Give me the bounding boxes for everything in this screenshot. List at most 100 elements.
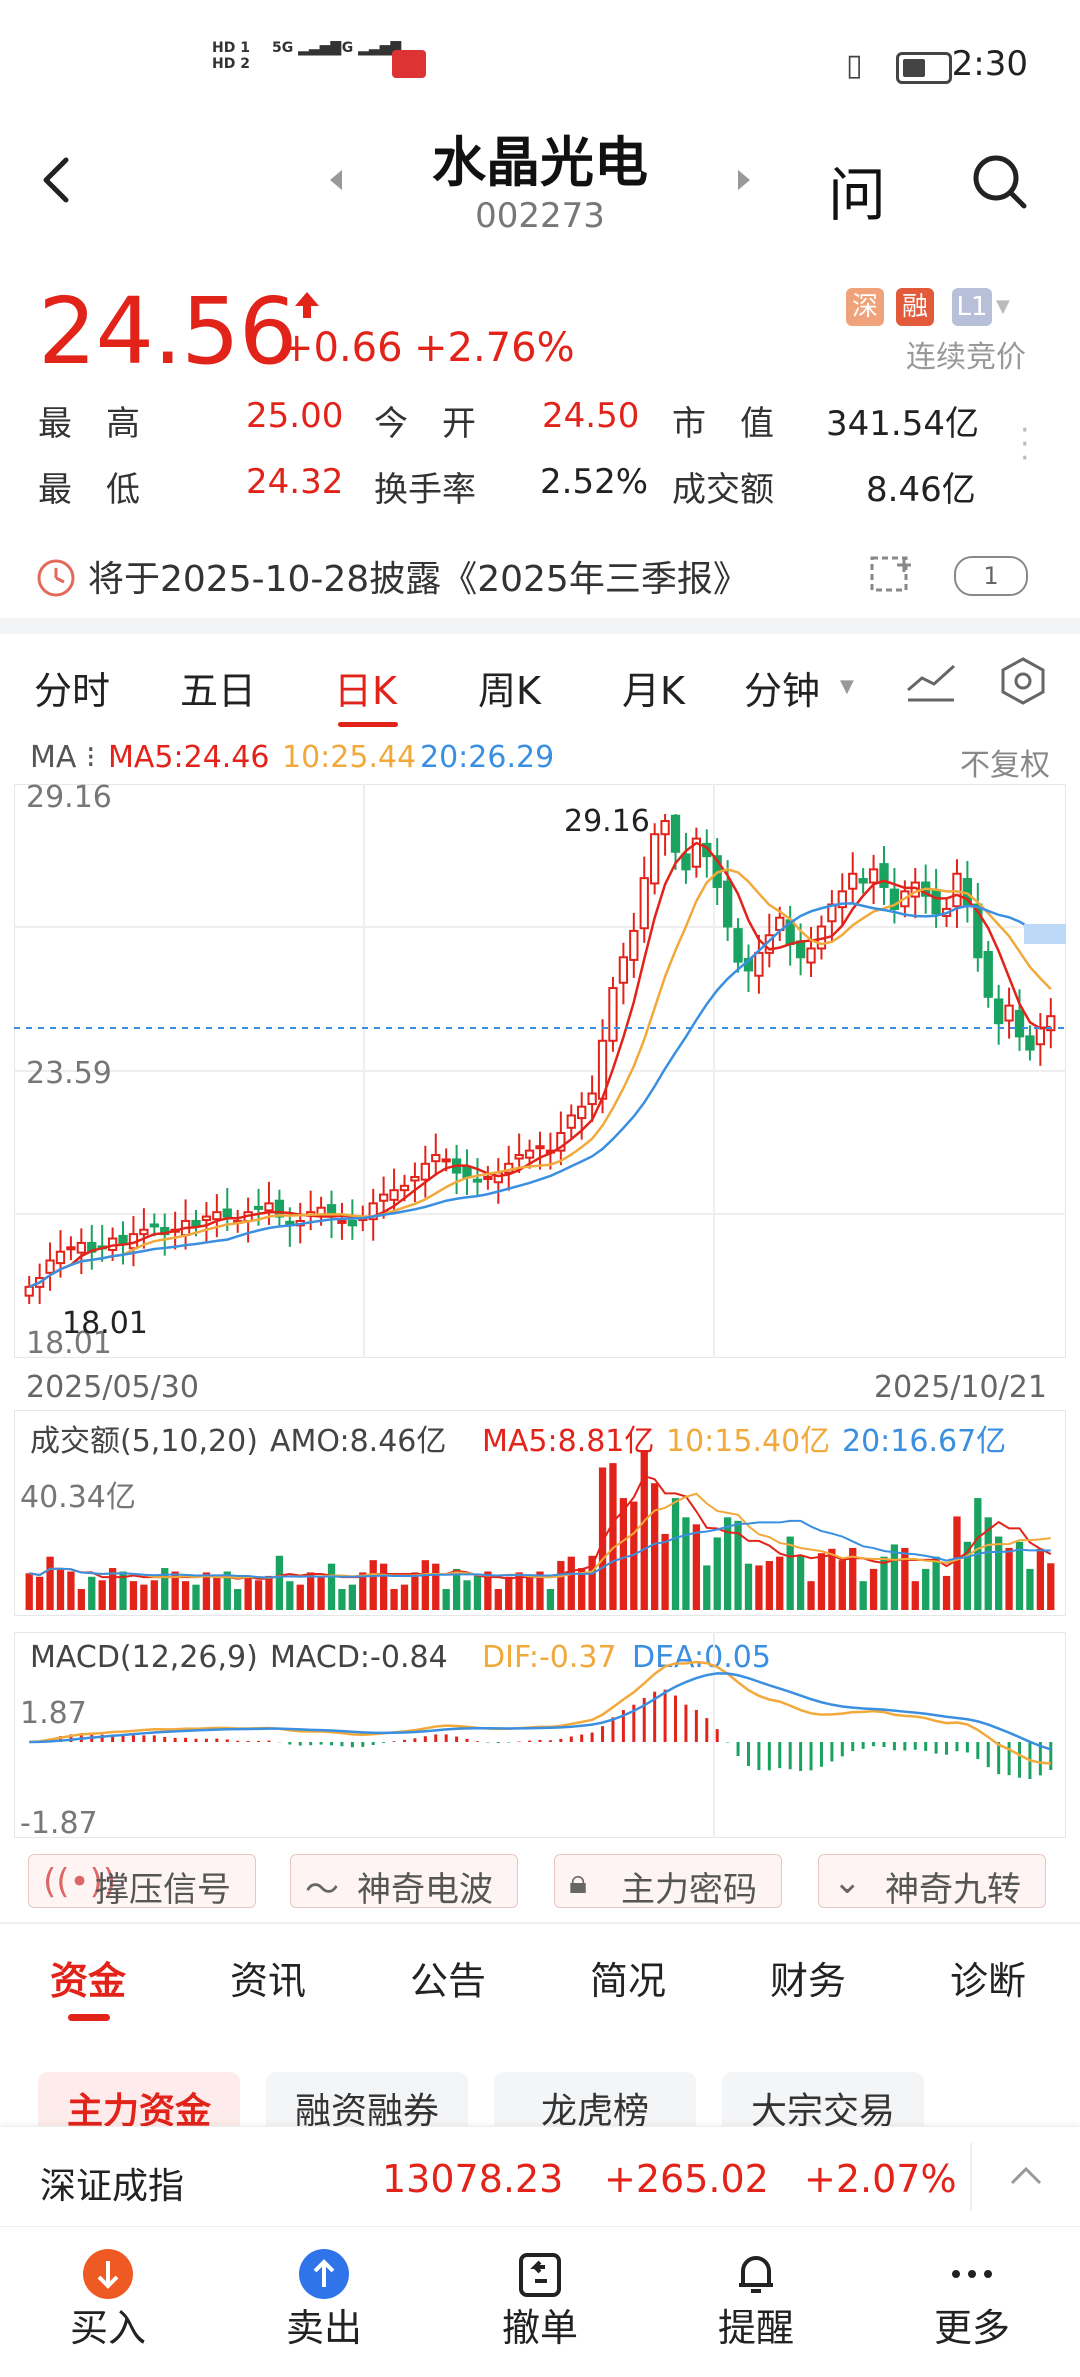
support-resistance-label: 撑压信号 — [95, 1870, 231, 1910]
tab-announcements[interactable]: 公告 — [410, 1959, 487, 2003]
index-divider — [970, 2143, 972, 2211]
volume-bar — [56, 1568, 65, 1610]
macd-title: MACD(12,26,9) — [30, 1640, 258, 1675]
volume-bar — [275, 1555, 284, 1610]
volume-bar — [213, 1575, 221, 1610]
magic-wave-button[interactable]: 〜神奇电波 — [290, 1854, 518, 1910]
prev-stock-icon[interactable] — [330, 170, 342, 190]
chevron-down-icon[interactable]: ▼ — [996, 296, 1010, 317]
adjust-mode[interactable]: 不复权 — [960, 748, 1050, 783]
chevron-up-icon[interactable] — [1008, 2161, 1044, 2191]
candle-body — [493, 1171, 503, 1184]
tab-minute[interactable]: 分钟 — [744, 669, 821, 713]
kchart-bottom-price: 18.01 — [26, 1326, 112, 1361]
tab-overview[interactable]: 简况 — [590, 1959, 667, 2003]
buy-label[interactable]: 买入 — [69, 2306, 146, 2350]
candle-body — [420, 1162, 430, 1181]
kline-chart[interactable] — [14, 784, 1066, 1358]
candle-body — [722, 880, 733, 928]
macd-chart[interactable] — [14, 1632, 1066, 1838]
tab-five-day[interactable]: 五日 — [180, 669, 257, 713]
sell-icon[interactable] — [264, 2247, 384, 2305]
candle-body — [754, 951, 764, 977]
volume-bar — [723, 1517, 732, 1610]
tab-funds[interactable]: 资金 — [50, 1959, 127, 2003]
volume-bar — [869, 1568, 878, 1610]
candle-body — [691, 837, 702, 868]
volume-bar — [411, 1572, 419, 1610]
index-change-pct: +2.07% — [804, 2157, 957, 2201]
candle-body — [431, 1154, 441, 1163]
radio-wave-icon: ((•)) — [43, 1862, 117, 1902]
tab-finance[interactable]: 财务 — [770, 1959, 847, 2003]
draw-line-icon[interactable] — [904, 660, 958, 704]
tab-diagnosis[interactable]: 诊断 — [950, 1959, 1027, 2003]
screenshot-icon[interactable] — [868, 552, 918, 598]
candle-body — [472, 1178, 483, 1183]
volume-bar — [546, 1589, 555, 1610]
candle-body — [639, 877, 649, 930]
volume-bar — [692, 1524, 701, 1610]
candle-body — [973, 903, 983, 959]
settings-hex-icon[interactable] — [998, 656, 1048, 706]
ask-button[interactable]: 问 — [828, 161, 887, 229]
volume-bar — [359, 1572, 367, 1610]
main-password-button[interactable]: 🔒︎ 主力密码 — [554, 1854, 782, 1910]
volume-bar — [609, 1463, 617, 1610]
candle-body — [253, 1205, 264, 1210]
cancel-order-label[interactable]: 撤单 — [501, 2306, 578, 2350]
buy-icon[interactable] — [48, 2247, 168, 2305]
candle-body — [806, 947, 816, 964]
volume-bar — [557, 1561, 565, 1610]
ma-menu-icon[interactable]: ⁝ — [86, 740, 96, 775]
alert-label[interactable]: 提醒 — [717, 2306, 794, 2350]
candle-body — [441, 1158, 451, 1163]
candle-body — [608, 987, 618, 1042]
search-icon[interactable] — [968, 150, 1032, 214]
candle-body — [566, 1114, 576, 1129]
candle-body — [212, 1211, 222, 1221]
volume-bar — [119, 1571, 127, 1610]
minute-dropdown-icon[interactable]: ▼ — [840, 676, 854, 697]
next-stock-icon[interactable] — [738, 170, 750, 190]
mktcap-value: 341.54亿 — [826, 404, 979, 444]
volume-bar — [484, 1571, 492, 1610]
candle-body — [577, 1105, 587, 1120]
candle-body — [1014, 1009, 1025, 1038]
level1-badge: L1 — [952, 288, 992, 326]
status-bar: HD 1 HD 2 5G ▂▃▅▇ 4G ▂▃▅▇ ▯ 2:30 — [0, 0, 1080, 120]
volume-bar — [828, 1548, 836, 1610]
more-horizontal-icon[interactable] — [912, 2247, 1032, 2305]
magic-nine-button[interactable]: ⌄ 神奇九转 — [818, 1854, 1046, 1910]
disclosure-notice[interactable]: 将于2025-10-28披露《2025年三季报》 — [88, 559, 749, 600]
tab-daily-k[interactable]: 日K — [334, 669, 397, 713]
sell-label[interactable]: 卖出 — [285, 2306, 362, 2350]
more-label[interactable]: 更多 — [933, 2306, 1010, 2350]
bell-icon[interactable] — [696, 2247, 816, 2305]
tab-intraday[interactable]: 分时 — [34, 669, 111, 713]
volume-bar — [494, 1589, 502, 1610]
back-arrow-icon[interactable] — [30, 150, 90, 210]
tab-weekly-k[interactable]: 周K — [478, 669, 541, 713]
ma5-value: MA5:24.46 — [108, 740, 270, 775]
open-value: 24.50 — [542, 396, 640, 436]
section-divider — [0, 618, 1080, 634]
tab-news[interactable]: 资讯 — [230, 1959, 307, 2003]
lock-icon: 🔒︎ — [569, 1862, 588, 1902]
volume-bar — [922, 1568, 930, 1610]
volume-ma20-line — [29, 1519, 1051, 1579]
more-vertical-icon[interactable]: · · · — [1020, 413, 1030, 476]
volume-ma5: MA5:8.81亿 — [482, 1424, 655, 1459]
volume-bar — [619, 1498, 628, 1610]
volume-chart[interactable] — [14, 1410, 1066, 1616]
candle-body — [76, 1241, 86, 1254]
volume-bar — [46, 1556, 54, 1610]
notice-count-badge[interactable]: 1 — [954, 556, 1028, 596]
support-resistance-button[interactable]: ((•)) 撑压信号 — [28, 1854, 256, 1910]
clock: 2:30 — [951, 44, 1028, 84]
volume-bar — [776, 1556, 784, 1610]
kchart-min-label: 18.01 — [62, 1306, 148, 1341]
tab-monthly-k[interactable]: 月K — [622, 669, 685, 713]
index-ticker-bar[interactable]: 深证成指 13078.23 +265.02 +2.07% — [0, 2126, 1080, 2227]
cancel-order-icon[interactable] — [480, 2247, 600, 2305]
